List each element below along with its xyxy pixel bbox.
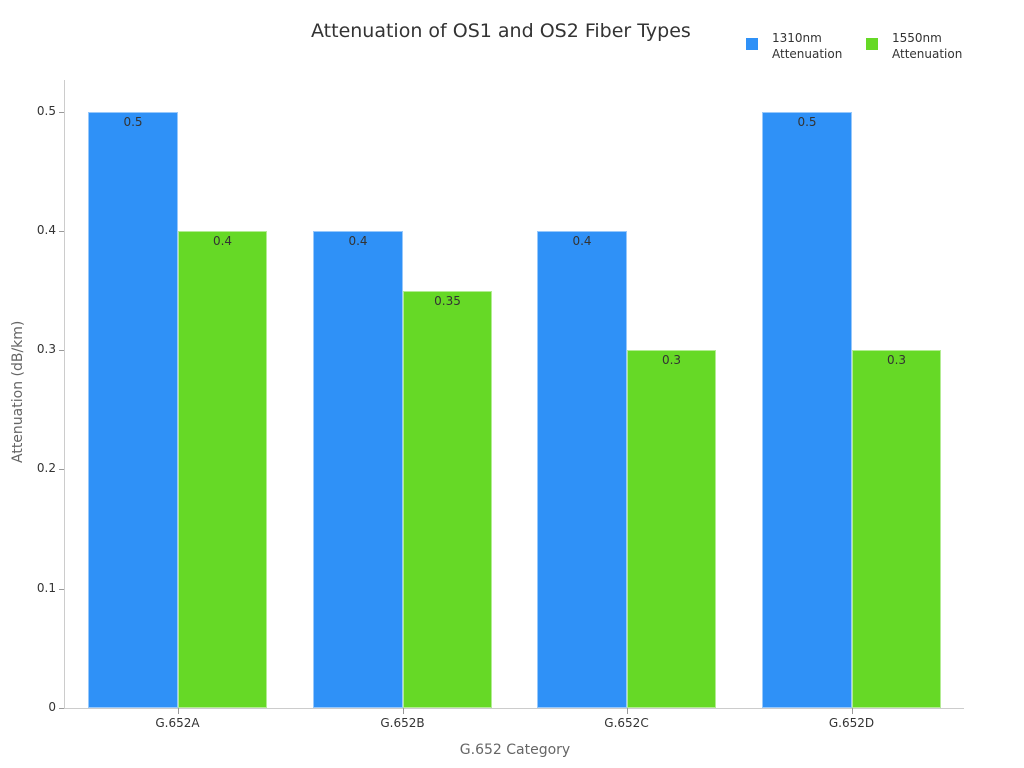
bar-value-label: 0.3: [886, 353, 907, 368]
y-tick: [59, 112, 64, 113]
x-tick: [402, 708, 404, 714]
legend-label-line1: 1550nm: [892, 31, 942, 45]
y-tick: [59, 350, 64, 351]
y-tick-label: 0.1: [36, 581, 56, 595]
y-axis: [64, 80, 65, 708]
legend-label: 1550nm Attenuation: [892, 30, 968, 62]
bar-value-label: 0.4: [572, 234, 592, 249]
bar-g652c-1550nm[interactable]: [626, 350, 716, 708]
legend-swatch-1550nm: [866, 38, 878, 50]
x-tick-label: G.652D: [828, 716, 875, 730]
y-axis-title: Attenuation (dB/km): [10, 320, 26, 463]
bar-value-label: 0.5: [797, 115, 817, 129]
legend-item-1310nm[interactable]: 1310nm Attenuation: [746, 30, 848, 62]
x-tick: [626, 708, 628, 714]
bar-value-label: 0.5: [123, 115, 143, 129]
bar-g652a-1550nm[interactable]: [177, 231, 267, 708]
x-tick-label: G.652B: [380, 716, 425, 730]
y-tick: [59, 469, 64, 470]
y-tick-label: 0.4: [36, 223, 56, 237]
legend: 1310nm Attenuation 1550nm Attenuation: [746, 30, 986, 62]
x-tick: [851, 708, 853, 714]
y-tick-label: 0.5: [36, 104, 56, 118]
y-tick-label: 0: [48, 700, 56, 714]
legend-label-line2: Attenuation: [892, 47, 963, 61]
legend-label-line2: Attenuation: [772, 47, 843, 61]
y-tick: [59, 708, 64, 709]
bar-value-label: 0.4: [348, 234, 368, 249]
bar-g652b-1550nm[interactable]: [402, 290, 492, 708]
x-tick: [177, 708, 179, 714]
bar-g652d-1550nm[interactable]: [851, 350, 941, 708]
legend-item-1550nm[interactable]: 1550nm Attenuation: [866, 30, 968, 62]
bar-value-label: 0.4: [212, 234, 233, 249]
y-tick-label: 0.2: [36, 461, 56, 475]
bar-g652b-1310nm[interactable]: [313, 231, 403, 708]
bar-value-label: 0.3: [661, 353, 682, 368]
x-tick-label: G.652C: [604, 716, 649, 730]
y-tick-label: 0.3: [36, 342, 56, 356]
y-tick: [59, 231, 64, 232]
chart-title: Attenuation of OS1 and OS2 Fiber Types: [311, 20, 691, 42]
bar-g652a-1310nm[interactable]: [88, 112, 178, 708]
x-axis-title: G.652 Category: [459, 742, 571, 758]
bar-value-label: 0.35: [434, 293, 461, 308]
x-axis: [64, 708, 964, 709]
legend-swatch-1310nm: [746, 38, 758, 50]
y-tick: [59, 589, 64, 590]
bar-g652d-1310nm[interactable]: [762, 112, 852, 708]
x-tick-label: G.652A: [155, 716, 200, 730]
legend-label-line1: 1310nm: [772, 31, 822, 45]
bar-g652c-1310nm[interactable]: [537, 231, 627, 708]
legend-label: 1310nm Attenuation: [772, 30, 848, 62]
